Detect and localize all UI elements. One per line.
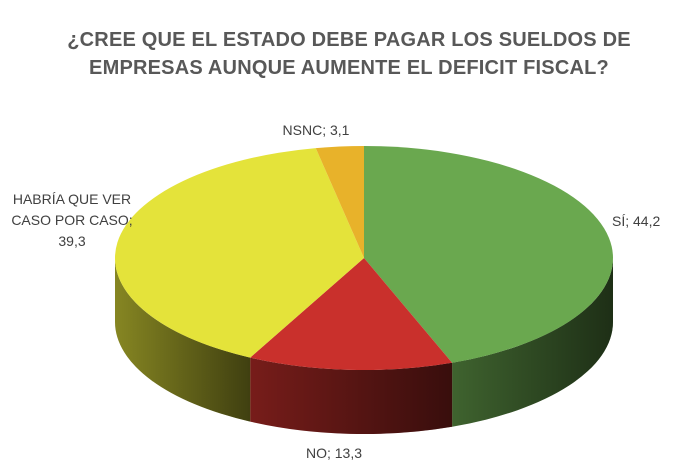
chart-title-line-2: EMPRESAS AUNQUE AUMENTE EL DEFICIT FISCA… bbox=[89, 57, 609, 79]
pie-side-shade-no bbox=[250, 357, 453, 434]
pie-side-shade-habria-que-ver-caso-por-caso bbox=[114, 258, 251, 422]
chart-title-line-1: ¿CREE QUE EL ESTADO DEBE PAGAR LOS SUELD… bbox=[67, 29, 631, 51]
chart-title: ¿CREE QUE EL ESTADO DEBE PAGAR LOS SUELD… bbox=[0, 26, 698, 82]
pie-slice-habria-que-ver-caso-por-caso bbox=[114, 148, 364, 358]
pie-slices bbox=[114, 146, 613, 370]
data-label-si: SÍ; 44,2 bbox=[612, 213, 660, 229]
data-label-nsnc: NSNC; 3,1 bbox=[283, 122, 350, 138]
pie-slice-nsnc bbox=[315, 146, 364, 258]
pie-slice-si bbox=[364, 146, 613, 363]
data-label-habria-que-ver-caso-por-caso: HABRÍA QUE VER CASO POR CASO; 39,3 bbox=[11, 191, 132, 249]
pie-slice-no bbox=[250, 258, 453, 370]
pie-side-shade-si bbox=[452, 258, 613, 427]
pie-sides bbox=[114, 258, 613, 434]
data-label-no: NO; 13,3 bbox=[306, 445, 362, 461]
pie-labels: SÍ; 44,2 NO; 13,3 HABRÍA QUE VER CASO POR C… bbox=[11, 122, 660, 461]
